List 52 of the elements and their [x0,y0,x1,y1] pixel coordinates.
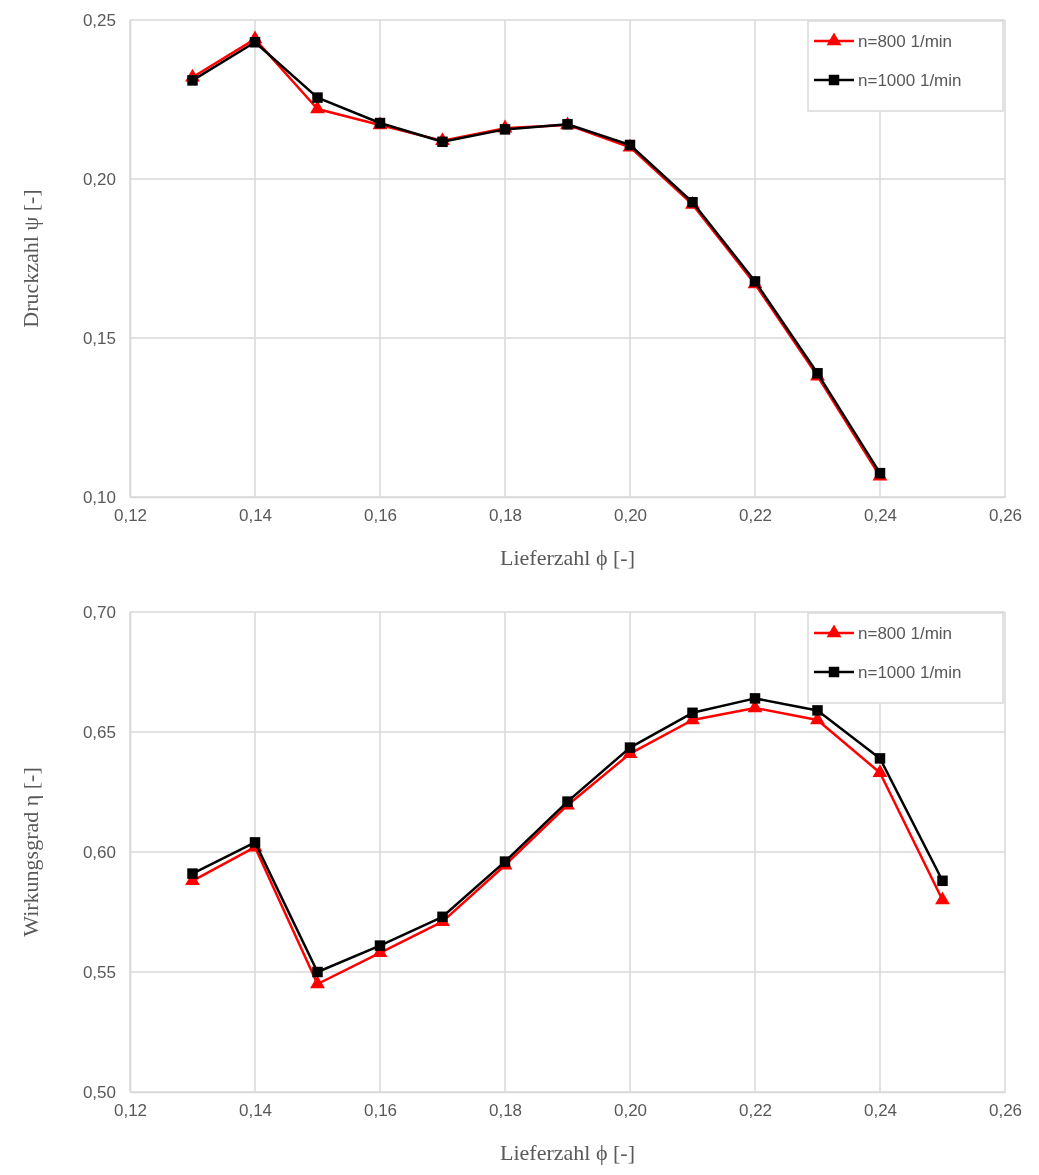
y-tick-label: 0,10 [82,487,116,507]
x-tick-label: 0,14 [238,506,273,526]
point [812,705,823,716]
legend-label: n=1000 1/min [858,663,962,682]
point [187,868,198,879]
x-tick-label: 0,24 [863,1101,898,1121]
x-tick-label: 0,14 [238,1101,273,1121]
x-tick-label: 0,18 [488,506,523,526]
x-tick-label: 0,22 [738,1101,773,1121]
point [874,753,886,764]
point [187,75,198,86]
point [937,875,948,887]
x-tick-label: 0,24 [863,506,898,526]
y-tick-label: 0,55 [82,962,116,982]
point [312,966,323,978]
y-tick-label: 0,65 [82,722,116,742]
point [437,136,448,148]
legend-label: n=1000 1/min [858,71,962,90]
point [312,92,323,103]
x-tick-label: 0,22 [738,506,773,526]
y-tick-label: 0,20 [82,169,116,189]
x-tick-label: 0,20 [613,506,648,526]
point [935,891,950,905]
point [310,100,325,114]
x-axis-title: Lieferzahl ϕ [-] [500,1140,635,1165]
x-tick-label: 0,20 [613,1101,648,1121]
point [624,742,636,753]
point [872,764,888,778]
x-tick-label: 0,18 [488,1101,523,1121]
y-tick-label: 0,70 [82,602,116,622]
legend-label: n=800 1/min [858,624,953,643]
x-tick-label: 0,12 [113,1101,148,1121]
point [749,693,761,704]
x-axis-title: Lieferzahl ϕ [-] [500,545,635,570]
y-tick-label: 0,15 [82,328,116,348]
x-tick-label: 0,16 [363,1101,398,1121]
legend-label: n=800 1/min [858,32,953,51]
y-axis-title: Wirkungsgrad η [-] [18,767,43,937]
point [687,707,698,719]
point [374,940,386,951]
point [249,837,261,848]
y-tick-label: 0,50 [82,1082,116,1102]
x-tick-label: 0,26 [988,506,1023,526]
point [249,37,261,48]
point [499,124,511,135]
y-tick-label: 0,60 [82,842,116,862]
x-tick-label: 0,12 [113,506,148,526]
x-tick-label: 0,16 [363,506,398,526]
x-tick-label: 0,26 [988,1101,1023,1121]
y-tick-label: 0,25 [82,10,116,30]
point [310,975,325,989]
y-axis-title: Druckzahl ψ [-] [18,189,43,328]
